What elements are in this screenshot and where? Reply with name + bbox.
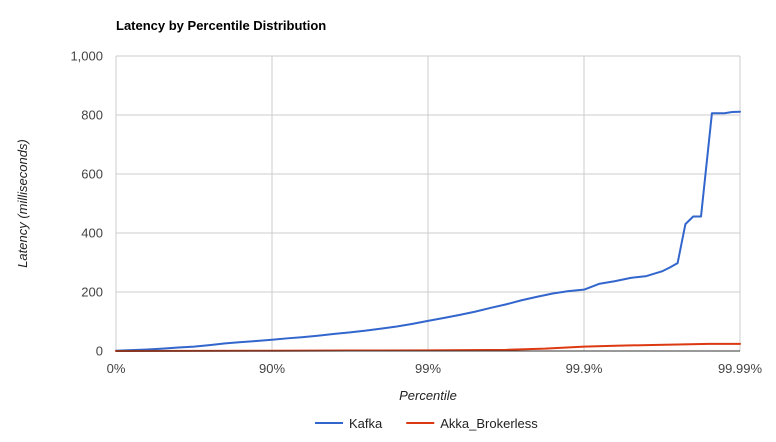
x-axis-title: Percentile [399, 388, 457, 403]
series-line-kafka [115, 110, 741, 352]
y-tick-label: 1,000 [70, 49, 103, 64]
gridlines [115, 55, 741, 351]
y-tick-label: 0 [96, 344, 103, 359]
y-tick-label: 800 [81, 108, 103, 123]
y-tick-label: 600 [81, 167, 103, 182]
x-tick-label: 99.99% [718, 361, 763, 376]
x-tick-label: 99% [415, 361, 441, 376]
legend: Kafka Akka_Brokerless [315, 416, 538, 431]
legend-label-kafka: Kafka [349, 416, 383, 431]
chart-title: Latency by Percentile Distribution [116, 18, 326, 33]
x-tick-label: 0% [107, 361, 126, 376]
x-tick-label: 99.9% [566, 361, 603, 376]
y-axis-title: Latency (milliseconds) [15, 139, 30, 268]
y-axis-tick-labels: 0 200 400 600 800 1,000 [70, 49, 103, 359]
x-tick-label: 90% [259, 361, 285, 376]
x-axis-tick-labels: 0% 90% 99% 99.9% 99.99% [107, 361, 763, 376]
y-tick-label: 200 [81, 285, 103, 300]
legend-label-akka-brokerless: Akka_Brokerless [440, 416, 538, 431]
y-tick-label: 400 [81, 226, 103, 241]
